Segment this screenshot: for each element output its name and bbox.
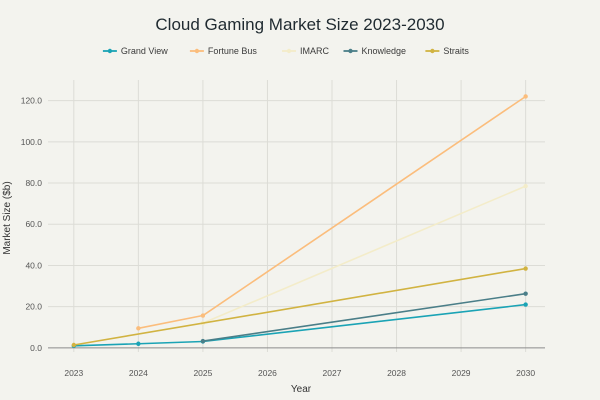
series-point <box>523 94 528 99</box>
y-tick-label: 120.0 <box>21 96 43 106</box>
legend-marker <box>348 48 353 54</box>
series-line-straits <box>73 267 526 346</box>
y-tick-label: 20.0 <box>25 302 42 312</box>
legend-marker <box>107 48 113 54</box>
x-tick-label: 2029 <box>452 368 471 378</box>
series-point <box>523 302 528 307</box>
y-tick-label: 100.0 <box>21 137 43 147</box>
legend-item[interactable]: Fortune Bus <box>189 46 258 56</box>
y-axis-title: Market Size ($b) <box>2 181 13 254</box>
series-point <box>523 183 528 189</box>
y-tick-label: 80.0 <box>25 178 42 188</box>
x-tick-label: 2030 <box>516 368 535 378</box>
series-point <box>136 341 141 346</box>
legend: Grand View Fortune Bus IMARC Knowledge Strai… <box>102 46 469 56</box>
series-point <box>200 338 206 344</box>
series-line-knowledge <box>202 292 526 342</box>
legend-label: Fortune Bus <box>208 46 258 56</box>
x-axis-title: Year <box>291 384 312 395</box>
legend-label: Straits <box>443 46 469 56</box>
series-point <box>523 291 528 296</box>
series-point <box>523 266 528 271</box>
legend-item[interactable]: Knowledge <box>343 46 407 56</box>
legend-marker <box>430 48 435 54</box>
series-point <box>71 342 77 348</box>
grid <box>48 80 545 352</box>
x-tick-label: 2024 <box>129 368 148 378</box>
legend-label: Grand View <box>121 46 168 56</box>
series-lines <box>71 94 528 349</box>
legend-label: IMARC <box>300 46 330 56</box>
y-tick-label: 60.0 <box>25 219 42 229</box>
legend-label: Knowledge <box>362 46 407 56</box>
legend-marker <box>194 48 200 54</box>
chart-title: Cloud Gaming Market Size 2023-2030 <box>155 15 444 34</box>
x-axis-ticks: 2023 2024 2025 2026 2027 2028 2029 2030 <box>64 368 535 378</box>
x-tick-label: 2025 <box>193 368 212 378</box>
x-tick-label: 2026 <box>258 368 277 378</box>
x-tick-label: 2027 <box>323 368 342 378</box>
x-tick-label: 2028 <box>387 368 406 378</box>
y-axis-ticks: 0.0 20.0 40.0 60.0 80.0 100.0 120.0 <box>21 96 43 353</box>
legend-marker <box>286 48 292 54</box>
x-tick-label: 2023 <box>64 368 83 378</box>
legend-item[interactable]: IMARC <box>282 46 330 56</box>
series-line-grand-view <box>73 303 526 347</box>
series-point <box>136 326 141 331</box>
series-line-imarc <box>202 185 526 324</box>
series-point <box>200 313 206 318</box>
y-tick-label: 40.0 <box>25 260 42 270</box>
y-tick-label: 0.0 <box>30 343 42 353</box>
legend-item[interactable]: Grand View <box>102 46 168 56</box>
legend-item[interactable]: Straits <box>425 46 469 56</box>
